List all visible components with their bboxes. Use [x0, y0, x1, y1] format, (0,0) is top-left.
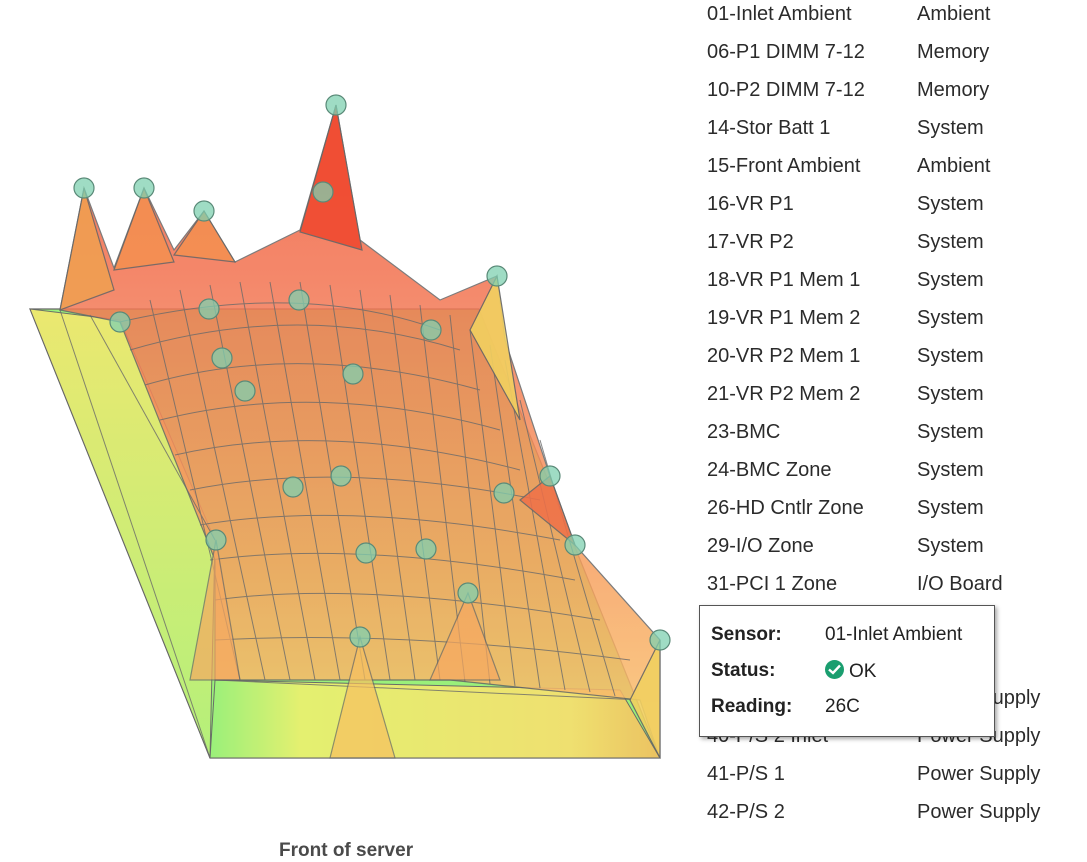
- sensor-row[interactable]: 31-PCI 1 Zone I/O Board: [706, 570, 1087, 608]
- sensor-marker[interactable]: [486, 265, 508, 287]
- sensor-name: 15-Front Ambient: [707, 155, 861, 177]
- sensor-location: I/O Board: [917, 573, 1003, 595]
- sensor-name: 29-I/O Zone: [707, 535, 814, 557]
- sensor-marker[interactable]: [282, 476, 304, 498]
- sensor-row[interactable]: 01-Inlet Ambient Ambient: [706, 0, 1087, 38]
- sensor-row[interactable]: 14-Stor Batt 1 System: [706, 114, 1087, 152]
- heatmap-mesh: [59, 281, 641, 759]
- sensor-location: System: [917, 117, 984, 139]
- sensor-marker[interactable]: [493, 482, 515, 504]
- sensor-name: 42-P/S 2: [707, 801, 785, 823]
- sensor-marker[interactable]: [193, 200, 215, 222]
- sensor-name: 14-Stor Batt 1: [707, 117, 831, 139]
- sensor-location: System: [917, 383, 984, 405]
- sensor-location: System: [917, 231, 984, 253]
- sensor-name: 24-BMC Zone: [707, 459, 832, 481]
- sensor-location: Memory: [917, 79, 990, 101]
- sensor-marker[interactable]: [342, 363, 364, 385]
- sensor-location: System: [917, 307, 984, 329]
- sensor-name: 10-P2 DIMM 7-12: [707, 79, 865, 101]
- sensor-row[interactable]: 42-P/S 2 Power Supply: [706, 798, 1087, 836]
- sensor-location: System: [917, 269, 984, 291]
- sensor-marker[interactable]: [234, 380, 256, 402]
- sensor-name: 17-VR P2: [707, 231, 794, 253]
- sensor-name: 16-VR P1: [707, 193, 794, 215]
- tooltip-reading-value: 26C: [825, 696, 860, 717]
- sensor-location: System: [917, 421, 984, 443]
- temperature-heatmap[interactable]: [0, 0, 700, 800]
- sensor-marker[interactable]: [205, 529, 227, 551]
- sensor-row[interactable]: 23-BMC System: [706, 418, 1087, 456]
- sensor-row[interactable]: 24-BMC Zone System: [706, 456, 1087, 494]
- sensor-marker[interactable]: [457, 582, 479, 604]
- sensor-marker[interactable]: [288, 289, 310, 311]
- sensor-row[interactable]: 19-VR P1 Mem 2 System: [706, 304, 1087, 342]
- sensor-marker[interactable]: [211, 347, 233, 369]
- tooltip-status-value: OK: [849, 661, 877, 682]
- sensor-name: 31-PCI 1 Zone: [707, 573, 838, 595]
- tooltip-sensor-value: 01-Inlet Ambient: [825, 624, 963, 645]
- sensor-row[interactable]: 21-VR P2 Mem 2 System: [706, 380, 1087, 418]
- sensor-marker[interactable]: [198, 298, 220, 320]
- sensor-name: 20-VR P2 Mem 1: [707, 345, 861, 367]
- sensor-name: 19-VR P1 Mem 2: [707, 307, 861, 329]
- sensor-location: System: [917, 459, 984, 481]
- sensor-marker[interactable]: [564, 534, 586, 556]
- heatmap-spikes: [59, 104, 661, 759]
- tooltip-sensor-label: Sensor:: [711, 624, 782, 645]
- sensor-marker[interactable]: [325, 94, 347, 116]
- sensor-location: Ambient: [917, 155, 991, 177]
- sensor-marker[interactable]: [109, 311, 131, 333]
- sensor-name: 06-P1 DIMM 7-12: [707, 41, 865, 63]
- sensor-location: System: [917, 193, 984, 215]
- sensor-marker[interactable]: [349, 626, 371, 648]
- sensor-marker[interactable]: [330, 465, 352, 487]
- sensor-marker[interactable]: [133, 177, 155, 199]
- sensor-name: 21-VR P2 Mem 2: [707, 383, 861, 405]
- sensor-name: 26-HD Cntlr Zone: [707, 497, 864, 519]
- check-circle-icon: [825, 660, 844, 679]
- sensor-name: 23-BMC: [707, 421, 781, 443]
- sensor-row[interactable]: 16-VR P1 System: [706, 190, 1087, 228]
- sensor-row[interactable]: 29-I/O Zone System: [706, 532, 1087, 570]
- sensor-marker[interactable]: [420, 319, 442, 341]
- sensor-marker[interactable]: [355, 542, 377, 564]
- tooltip-reading-label: Reading:: [711, 696, 793, 717]
- sensor-name: 01-Inlet Ambient: [707, 3, 852, 25]
- sensor-location: Power Supply: [917, 763, 1041, 785]
- front-of-server-caption: Front of server: [279, 840, 414, 861]
- sensor-location: Ambient: [917, 3, 991, 25]
- sensor-location: System: [917, 497, 984, 519]
- sensor-location: System: [917, 345, 984, 367]
- sensor-marker[interactable]: [539, 465, 561, 487]
- sensor-markers[interactable]: [73, 94, 671, 651]
- sensor-name: 18-VR P1 Mem 1: [707, 269, 861, 291]
- sensor-row[interactable]: 15-Front Ambient Ambient: [706, 152, 1087, 190]
- sensor-marker[interactable]: [312, 181, 334, 203]
- tooltip-status: OK: [825, 660, 876, 683]
- sensor-row[interactable]: 26-HD Cntlr Zone System: [706, 494, 1087, 532]
- sensor-location: Power Supply: [917, 801, 1041, 823]
- sensor-tooltip: Sensor: 01-Inlet Ambient Status: OK Read…: [699, 605, 995, 737]
- sensor-name: 41-P/S 1: [707, 763, 785, 785]
- sensor-row[interactable]: 41-P/S 1 Power Supply: [706, 760, 1087, 798]
- sensor-row[interactable]: 18-VR P1 Mem 1 System: [706, 266, 1087, 304]
- sensor-row[interactable]: 06-P1 DIMM 7-12 Memory: [706, 38, 1087, 76]
- sensor-marker[interactable]: [73, 177, 95, 199]
- sensor-marker[interactable]: [415, 538, 437, 560]
- sensor-row[interactable]: 10-P2 DIMM 7-12 Memory: [706, 76, 1087, 114]
- sensor-row[interactable]: 17-VR P2 System: [706, 228, 1087, 266]
- sensor-location: System: [917, 535, 984, 557]
- sensor-location: Memory: [917, 41, 990, 63]
- sensor-marker[interactable]: [649, 629, 671, 651]
- tooltip-status-label: Status:: [711, 660, 776, 681]
- sensor-row[interactable]: 20-VR P2 Mem 1 System: [706, 342, 1087, 380]
